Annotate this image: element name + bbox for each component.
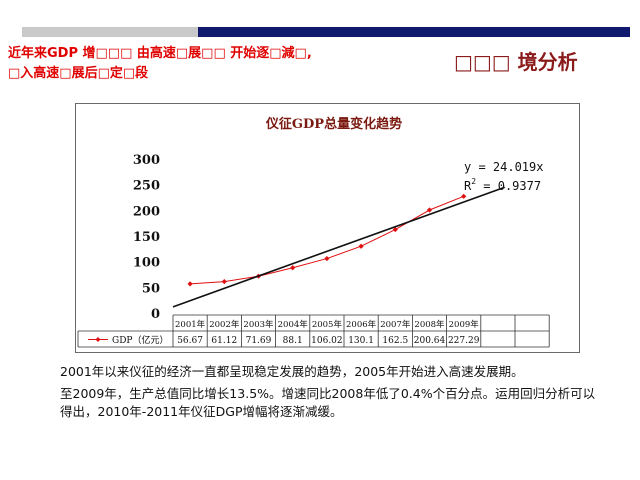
header-navy-bar	[198, 27, 630, 37]
legend-marker	[95, 337, 101, 342]
gdp-data-point	[358, 243, 364, 249]
gdp-data-point	[426, 207, 433, 213]
gdp-series-line	[190, 195, 464, 285]
data-value-label: 162.5	[382, 336, 408, 346]
data-value-label: 88.1	[283, 336, 303, 346]
data-value-label: 227.29	[448, 336, 480, 346]
trend-annotation: y = 24.019x R2 = 0.9377	[464, 160, 543, 193]
x-category-label: 2009年	[449, 319, 480, 330]
r2-exponent: 2	[471, 177, 476, 186]
y-tick-label: 150	[133, 230, 160, 245]
gdp-data-point	[392, 226, 398, 233]
data-value-label: 56.67	[177, 336, 203, 346]
chart-title: 仪征GDP总量变化趋势	[265, 116, 402, 132]
headline-line-2: □入高速□展后□定□段	[8, 66, 149, 81]
headline: 近年来GDP 增□□□ 由高速□展□□ 开始逐□減□, □入高速□展后□定□段	[8, 44, 408, 84]
header-gray-bar	[22, 27, 198, 37]
trendline	[172, 186, 506, 308]
trendline-group	[172, 186, 506, 308]
x-category-label: 2005年	[312, 319, 343, 330]
series-line-group	[187, 193, 467, 287]
data-value-label: 61.12	[211, 336, 237, 346]
y-tick-label: 300	[133, 153, 160, 168]
chart-frame: 仪征GDP总量变化趋势 300 250 200 150 100 50 0 y = 24.01…	[75, 103, 580, 353]
data-table: 2001年 2002年 2003年 2004年 2005年 2006年 2007年 2008年…	[77, 314, 550, 348]
x-category-label: 2001年	[175, 319, 206, 330]
gdp-data-point	[324, 255, 330, 262]
data-value-label: 200.64	[414, 336, 446, 346]
gdp-data-point	[221, 279, 227, 285]
x-category-label: 2003年	[243, 319, 274, 330]
gdp-data-point	[290, 265, 296, 271]
x-category-label: 2002年	[209, 319, 240, 330]
headline-line-1: 近年来GDP 增□□□ 由高速□展□□ 开始逐□減□,	[8, 46, 312, 61]
r2-letter: R	[464, 179, 472, 193]
r2-value: = 0.9377	[476, 179, 541, 193]
gdp-data-point	[187, 281, 193, 287]
data-value-label: 106.02	[311, 336, 343, 346]
y-tick-label: 0	[151, 307, 160, 322]
gdp-data-point	[461, 193, 467, 199]
caption-para-2: 至2009年，生产总值同比增长13.5%。增速同比2008年低了0.4%个百分点…	[60, 386, 596, 419]
y-tick-label: 50	[142, 281, 160, 296]
x-category-label: 2006年	[346, 319, 377, 330]
data-value-label: 71.69	[246, 336, 272, 346]
y-axis: 300 250 200 150 100 50 0	[133, 153, 160, 322]
y-tick-label: 200	[133, 204, 160, 219]
legend-series-name: GDP（亿元）	[112, 334, 168, 346]
x-category-label: 2008年	[414, 319, 445, 330]
x-category-label: 2004年	[278, 319, 309, 330]
section-title: □□□ 境分析	[454, 50, 578, 74]
y-tick-label: 100	[133, 256, 160, 271]
caption: 2001年以来仪征的经济一直都呈现稳定发展的趋势，2005年开始进入高速发展期。…	[60, 363, 600, 425]
gdp-chart: 仪征GDP总量变化趋势 300 250 200 150 100 50 0 y = 24.01…	[77, 116, 550, 348]
trend-r2: R2 = 0.9377	[464, 177, 541, 193]
data-value-label: 130.1	[348, 336, 374, 346]
caption-para-1: 2001年以来仪征的经济一直都呈现稳定发展的趋势，2005年开始进入高速发展期。	[60, 364, 524, 379]
trend-equation: y = 24.019x	[464, 160, 543, 174]
x-category-label: 2007年	[380, 319, 411, 330]
y-tick-label: 250	[133, 179, 160, 194]
